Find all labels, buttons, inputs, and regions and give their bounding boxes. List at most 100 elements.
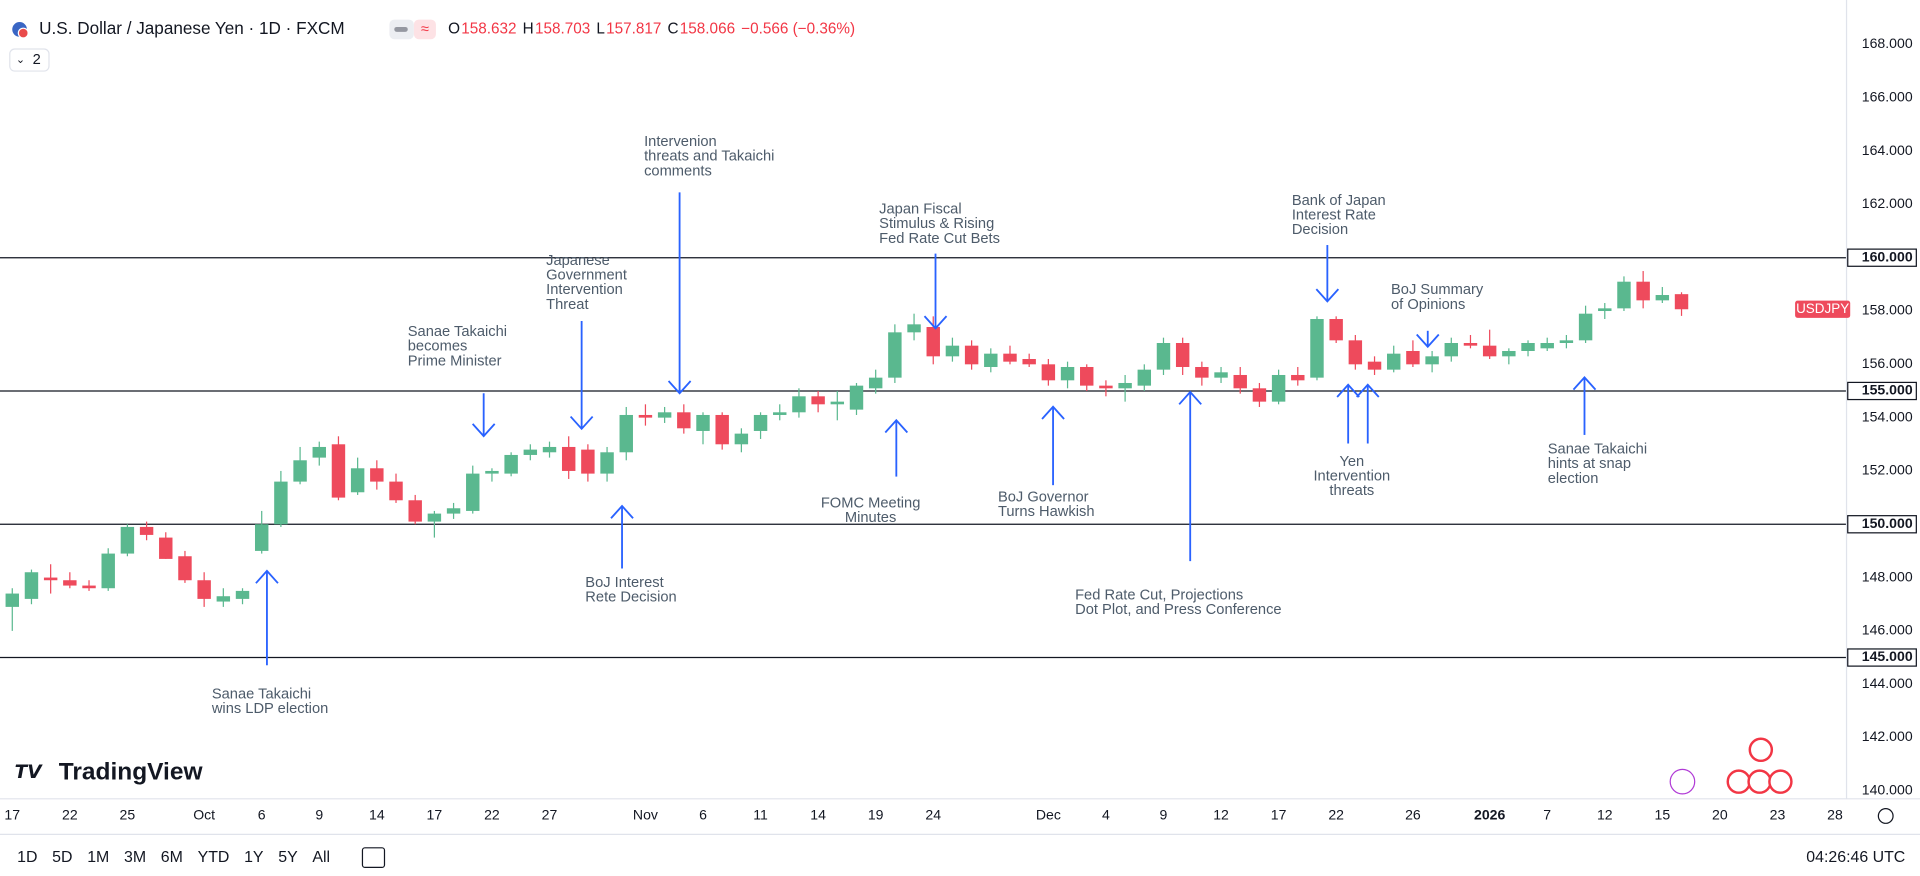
range-button[interactable]: 5Y [278, 849, 298, 866]
x-tick-label: 12 [1597, 807, 1613, 823]
annotation-text: Turns Hawkish [998, 504, 1095, 520]
candle-body [696, 414, 710, 431]
candle-body [1578, 313, 1593, 341]
candle-body [773, 412, 787, 415]
quote-key: O [448, 20, 460, 37]
event-icon[interactable] [1768, 769, 1793, 794]
candle-body [907, 324, 921, 333]
logo[interactable]: TradingView [59, 759, 204, 786]
candle-body [734, 433, 749, 445]
candle-body [1502, 350, 1516, 357]
event-icon[interactable] [1669, 768, 1696, 795]
date-range-icon[interactable] [361, 847, 386, 869]
candle-body [1387, 353, 1401, 370]
flag-icon [17, 27, 29, 39]
quote-value: 157.817 [606, 20, 661, 37]
y-tick-label: 164.000 [1862, 142, 1913, 158]
candle-body [1041, 364, 1056, 381]
candle-body [1252, 388, 1267, 402]
indicator-toggle[interactable] [9, 48, 50, 72]
level-box [1847, 248, 1917, 267]
x-tick-label: 19 [868, 807, 884, 823]
x-tick-label: 15 [1655, 807, 1671, 823]
arrow-head [923, 315, 948, 330]
range-button[interactable]: 3M [124, 849, 146, 866]
candle-body [331, 444, 346, 498]
candle-body [504, 454, 518, 474]
y-tick-label: 152.000 [1862, 462, 1913, 478]
candle-body [82, 585, 96, 589]
pill[interactable] [413, 19, 436, 40]
candle-body [139, 526, 154, 535]
candle-body [1003, 353, 1017, 362]
arrow-head [1356, 383, 1380, 398]
candle-body [1099, 385, 1113, 389]
x-tick-label: 24 [925, 807, 941, 823]
level-label: 150.000 [1862, 515, 1913, 531]
candle-body [1291, 374, 1305, 381]
arrow-head [255, 569, 279, 584]
range-button[interactable]: 1M [87, 849, 109, 866]
y-tick-label: 168.000 [1862, 35, 1913, 51]
x-tick-label: 23 [1770, 807, 1786, 823]
candle-body [811, 396, 825, 405]
range-button[interactable]: All [312, 849, 330, 866]
range-button[interactable]: YTD [198, 849, 230, 866]
axes: 140.000 142.000 144.000 146.000 148.000 150.0… [4, 35, 1917, 823]
arrow-head [610, 504, 634, 519]
range-button[interactable]: 6M [161, 849, 183, 866]
annotation-text: Rete Decision [585, 590, 676, 606]
x-tick-label: 22 [1328, 807, 1344, 823]
symbol-title[interactable]: U.S. Dollar / Japanese Yen · 1D · FXCM [39, 18, 344, 38]
annotation-text: Intervention [1313, 468, 1390, 484]
quote-value: 158.703 [535, 20, 590, 37]
annotation-text: Yen [1339, 454, 1364, 470]
candle-body [1233, 374, 1247, 389]
levels [0, 257, 1847, 659]
event-icon[interactable] [1726, 769, 1752, 794]
x-tick-label: 14 [810, 807, 826, 823]
candle-body [1080, 366, 1094, 386]
candle-body [523, 449, 538, 455]
settings-icon[interactable] [1877, 808, 1894, 824]
quote-key: L [596, 20, 605, 37]
candle-body [657, 412, 672, 418]
symbol-tag-label: USDJPY [1796, 301, 1849, 316]
candle-body [1348, 340, 1363, 365]
event-icon[interactable] [1748, 737, 1774, 763]
clock: 04:26:46 UTC [1806, 849, 1905, 866]
level-box [1847, 381, 1917, 401]
candle-body [638, 414, 653, 418]
x-tick-label: 20 [1712, 807, 1728, 823]
x-tick-label: Dec [1036, 807, 1061, 823]
y-tick-label: 156.000 [1862, 355, 1913, 371]
candle-body [619, 414, 633, 453]
range-button[interactable]: 1D [17, 849, 37, 866]
range-button[interactable]: 1Y [244, 849, 264, 866]
candle-body [753, 414, 768, 431]
candle-body [350, 468, 365, 493]
candle-body [43, 577, 58, 581]
annotation-text: Stimulus & Rising [879, 216, 994, 232]
candle-body [1598, 308, 1612, 312]
annotation-text: Dot Plot, and Press Conference [1075, 602, 1282, 618]
x-tick-label: 28 [1827, 807, 1843, 823]
range-button[interactable]: 5D [52, 849, 72, 866]
event-icon[interactable] [1747, 769, 1772, 794]
candles [5, 271, 1689, 631]
arrow-head [1315, 288, 1340, 303]
candle-body [849, 385, 864, 410]
logo-mark: 𝙏𝙑 [15, 761, 44, 782]
arrow-head [1416, 333, 1440, 349]
annotation-text: BoJ Interest [585, 575, 663, 591]
candle-body [120, 526, 135, 554]
candle-body [945, 345, 960, 357]
x-tick-label: 9 [1160, 807, 1168, 823]
